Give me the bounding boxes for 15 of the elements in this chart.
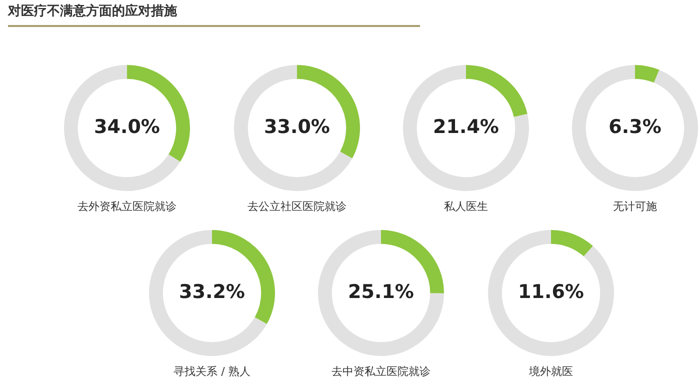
text: 去外资私立医院就诊 <box>76 199 178 214</box>
text: 对医疗不满意方面的应对措施 <box>8 2 178 20</box>
data-label: 33.2% <box>179 280 245 303</box>
data-label: 33.0% <box>264 116 330 138</box>
text: 私人医生 <box>443 199 489 214</box>
data-label: 21.4% <box>433 116 499 138</box>
data-label: 6.3% <box>608 116 662 138</box>
text: 去公立社区医院就诊 <box>246 199 348 214</box>
data-label: 34.0% <box>94 116 160 138</box>
text: 境外就医 <box>528 364 574 379</box>
text: 去中资私立医院就诊 <box>330 364 432 379</box>
text: 无计可施 <box>612 199 658 214</box>
data-label: 25.1% <box>348 280 414 303</box>
text: 寻找关系 / 熟人 <box>172 364 252 379</box>
data-label: 11.6% <box>518 280 584 303</box>
